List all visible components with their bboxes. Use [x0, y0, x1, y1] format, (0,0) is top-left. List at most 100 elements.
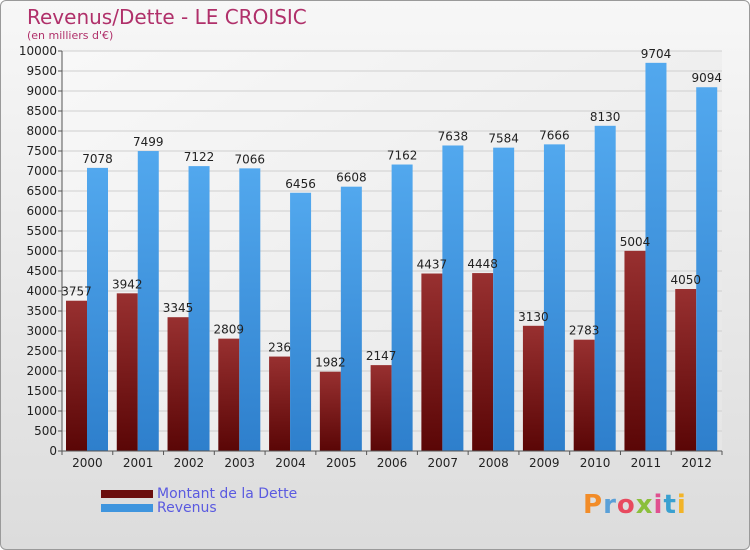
y-tick-label: 7000 [26, 164, 57, 178]
bar-revenus [290, 192, 312, 451]
logo-letter: i [676, 490, 687, 520]
logo-letter: t [663, 490, 677, 520]
y-tick-label: 10000 [19, 44, 57, 58]
y-tick-label: 3000 [26, 324, 57, 338]
logo-letter: x [635, 490, 654, 520]
logo-letter: o [616, 490, 636, 520]
data-label-revenus: 7122 [184, 150, 215, 164]
legend-item-dette: Montant de la Dette [101, 486, 297, 502]
y-tick-label: 500 [34, 424, 57, 438]
y-tick-label: 9000 [26, 84, 57, 98]
bar-revenus [87, 167, 108, 451]
y-tick-label: 9500 [26, 64, 57, 78]
data-label-revenus: 8130 [590, 110, 621, 124]
y-tick-label: 8000 [26, 124, 57, 138]
bar-dette [573, 339, 595, 451]
data-label-dette: 3757 [61, 285, 92, 299]
x-tick-label: 2001 [123, 456, 154, 470]
data-label-dette: 236 [268, 341, 291, 355]
bar-revenus [645, 62, 667, 452]
proxiti-logo: Proxiti [583, 490, 687, 520]
y-tick-label: 5000 [26, 244, 57, 258]
x-tick-label: 2005 [326, 456, 357, 470]
axes: 0 500 1000 1500 2000 2500 3000 3500 4000 4500 5000… [19, 44, 723, 470]
bar-revenus [391, 164, 413, 451]
legend-label-revenus: Revenus [157, 500, 217, 516]
bar-dette [269, 356, 291, 451]
y-tick-label: 3500 [26, 304, 57, 318]
logo-letter: P [583, 490, 604, 520]
logo-letter: r [603, 490, 617, 520]
bar-dette [116, 293, 138, 451]
x-tick-label: 2007 [427, 456, 458, 470]
bar-revenus [137, 151, 159, 452]
y-tick-label: 6500 [26, 184, 57, 198]
data-label-dette: 1982 [315, 356, 346, 370]
bar-revenus [340, 186, 362, 451]
logo-letter: i [653, 490, 664, 520]
data-label-dette: 5004 [620, 235, 651, 249]
data-label-revenus: 7666 [539, 128, 570, 142]
y-tick-label: 7500 [26, 144, 57, 158]
y-tick-label: 1000 [26, 404, 57, 418]
bar-revenus [188, 166, 210, 451]
bar-dette [675, 289, 697, 451]
data-label-dette: 4050 [670, 273, 701, 287]
bar-dette [319, 371, 341, 451]
data-label-dette: 2783 [569, 324, 600, 338]
y-tick-label: 2500 [26, 344, 57, 358]
data-label-revenus: 7078 [82, 152, 113, 166]
data-label-revenus: 9704 [641, 47, 672, 61]
data-label-dette: 3130 [518, 310, 549, 324]
data-label-revenus: 6456 [285, 177, 316, 191]
data-label-revenus: 9094 [691, 71, 722, 85]
bar-dette [472, 273, 494, 451]
data-label-dette: 4448 [467, 257, 498, 271]
data-label-revenus: 7584 [488, 132, 519, 146]
legend-item-revenus: Revenus [101, 500, 217, 516]
x-tick-label: 2006 [377, 456, 408, 470]
x-tick-label: 2003 [224, 456, 255, 470]
y-tick-label: 1500 [26, 384, 57, 398]
y-tick-label: 8500 [26, 104, 57, 118]
labels: 3757 7078 3942 7499 3345 7122 2809 7066 236 6456 1… [61, 47, 722, 370]
y-tick-label: 5500 [26, 224, 57, 238]
bar-dette [624, 250, 646, 451]
bar-dette [167, 317, 189, 451]
x-tick-label: 2011 [631, 456, 662, 470]
chart-title: Revenus/Dette - LE CROISIC [27, 5, 307, 29]
bar-revenus [239, 168, 261, 452]
bars [66, 62, 718, 452]
y-tick-label: 6000 [26, 204, 57, 218]
bar-revenus [594, 125, 616, 452]
legend-swatch-dette [101, 490, 153, 498]
data-label-revenus: 7638 [438, 129, 469, 143]
bar-revenus [442, 145, 464, 452]
x-tick-label: 2010 [580, 456, 611, 470]
data-label-revenus: 6608 [336, 171, 367, 185]
legend-swatch-revenus [101, 504, 153, 512]
x-tick-label: 2004 [275, 456, 306, 470]
y-tick-label: 2000 [26, 364, 57, 378]
data-label-dette: 2809 [214, 323, 245, 337]
y-tick-label: 4500 [26, 264, 57, 278]
x-tick-label: 2009 [529, 456, 560, 470]
bar-dette [66, 300, 87, 451]
x-tick-label: 2012 [681, 456, 712, 470]
bar-dette [218, 338, 240, 451]
bar-dette [522, 325, 544, 451]
bar-revenus [543, 144, 565, 452]
data-label-revenus: 7499 [133, 135, 164, 149]
x-tick-label: 2002 [174, 456, 205, 470]
x-tick-label: 2008 [478, 456, 509, 470]
y-tick-label: 4000 [26, 284, 57, 298]
data-label-dette: 3345 [163, 301, 194, 315]
data-label-dette: 2147 [366, 349, 397, 363]
bar-dette [370, 365, 392, 451]
data-label-revenus: 7162 [387, 149, 418, 163]
data-label-dette: 3942 [112, 277, 143, 291]
bar-revenus [493, 147, 515, 451]
data-label-revenus: 7066 [235, 152, 266, 166]
